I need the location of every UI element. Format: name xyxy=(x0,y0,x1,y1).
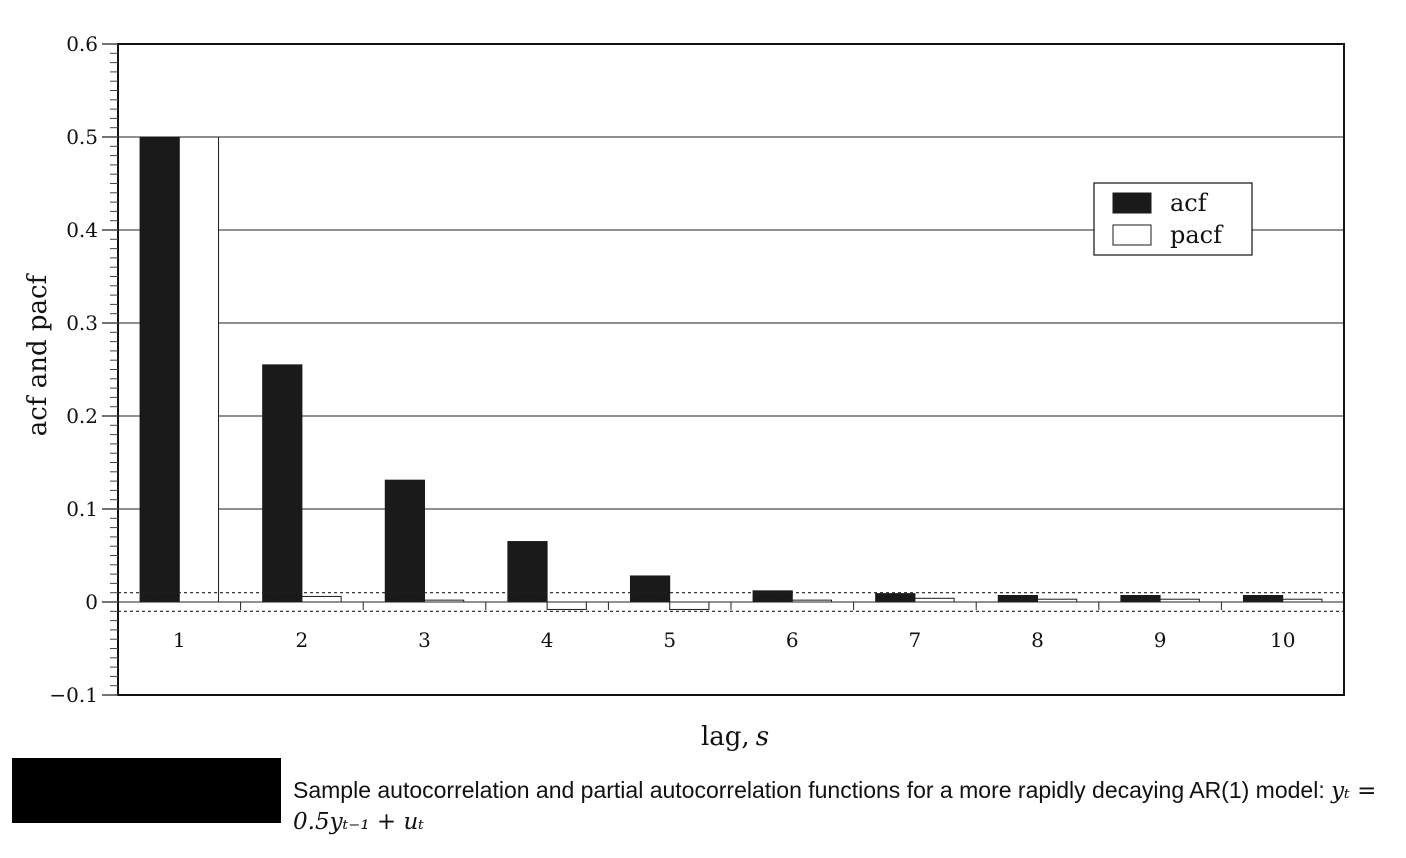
y-tick-label: 0 xyxy=(85,590,98,614)
pacf-bar xyxy=(301,595,342,603)
acf-bar xyxy=(1242,594,1284,603)
x-tick-label: 8 xyxy=(1031,628,1044,652)
pacf-bar xyxy=(914,597,955,603)
x-tick-label: 3 xyxy=(418,628,431,652)
caption: Sample autocorrelation and partial autoc… xyxy=(293,775,1393,837)
pacf-bar xyxy=(546,601,587,610)
x-axis-title-var: s xyxy=(756,722,769,752)
caption-text: Sample autocorrelation and partial autoc… xyxy=(293,777,1332,803)
y-tick-label: 0.6 xyxy=(66,32,98,56)
acf-bar xyxy=(262,364,303,603)
y-axis-title: acf and pacf xyxy=(23,272,53,436)
acf-bar xyxy=(875,593,916,603)
y-tick-label: 0.5 xyxy=(66,125,98,149)
legend-label-pacf: pacf xyxy=(1170,221,1224,249)
x-axis-title-text: lag, xyxy=(701,722,750,752)
y-tick-label: −0.1 xyxy=(49,683,98,707)
legend-swatch-acf xyxy=(1112,192,1152,214)
legend: acf pacf xyxy=(1093,182,1253,256)
bars xyxy=(139,136,1323,610)
y-tick-label: 0.2 xyxy=(66,404,98,428)
y-tick-label: 0.4 xyxy=(66,218,98,242)
x-tick-label: 6 xyxy=(786,628,799,652)
y-axis: −0.1 0 0.1 0.2 0.3 0.4 0.5 0.6 xyxy=(49,32,118,707)
caption-formula: yₜ = 0.5yₜ₋₁ + uₜ xyxy=(293,778,1377,835)
x-tick-label: 4 xyxy=(541,628,554,652)
pacf-bar xyxy=(669,601,710,610)
acf-bar xyxy=(997,594,1039,603)
x-tick-label: 9 xyxy=(1154,628,1167,652)
x-axis-title: lag, s xyxy=(701,722,769,752)
x-tick-label: 10 xyxy=(1270,628,1295,652)
confidence-band xyxy=(118,592,1344,612)
y-tick-label: 0.1 xyxy=(66,497,98,521)
acf-bar xyxy=(1120,594,1161,603)
acf-bar xyxy=(629,575,671,603)
x-axis: 1 2 3 4 5 6 7 8 9 10 xyxy=(118,601,1344,652)
chart: −0.1 0 0.1 0.2 0.3 0.4 0.5 0.6 1 2 3 4 5 6 7 8 9 10 acf … xyxy=(23,32,1345,752)
legend-label-acf: acf xyxy=(1170,189,1209,217)
acf-bar xyxy=(384,479,426,603)
legend-swatch-pacf xyxy=(1112,224,1152,246)
acf-bar xyxy=(507,541,548,603)
x-tick-label: 5 xyxy=(663,628,676,652)
y-tick-label: 0.3 xyxy=(66,311,98,335)
acf-bar xyxy=(139,136,180,603)
x-tick-label: 2 xyxy=(296,628,309,652)
x-tick-label: 7 xyxy=(909,628,922,652)
caption-label-block xyxy=(12,758,281,823)
pacf-bar xyxy=(178,136,220,603)
x-tick-label: 1 xyxy=(173,628,186,652)
